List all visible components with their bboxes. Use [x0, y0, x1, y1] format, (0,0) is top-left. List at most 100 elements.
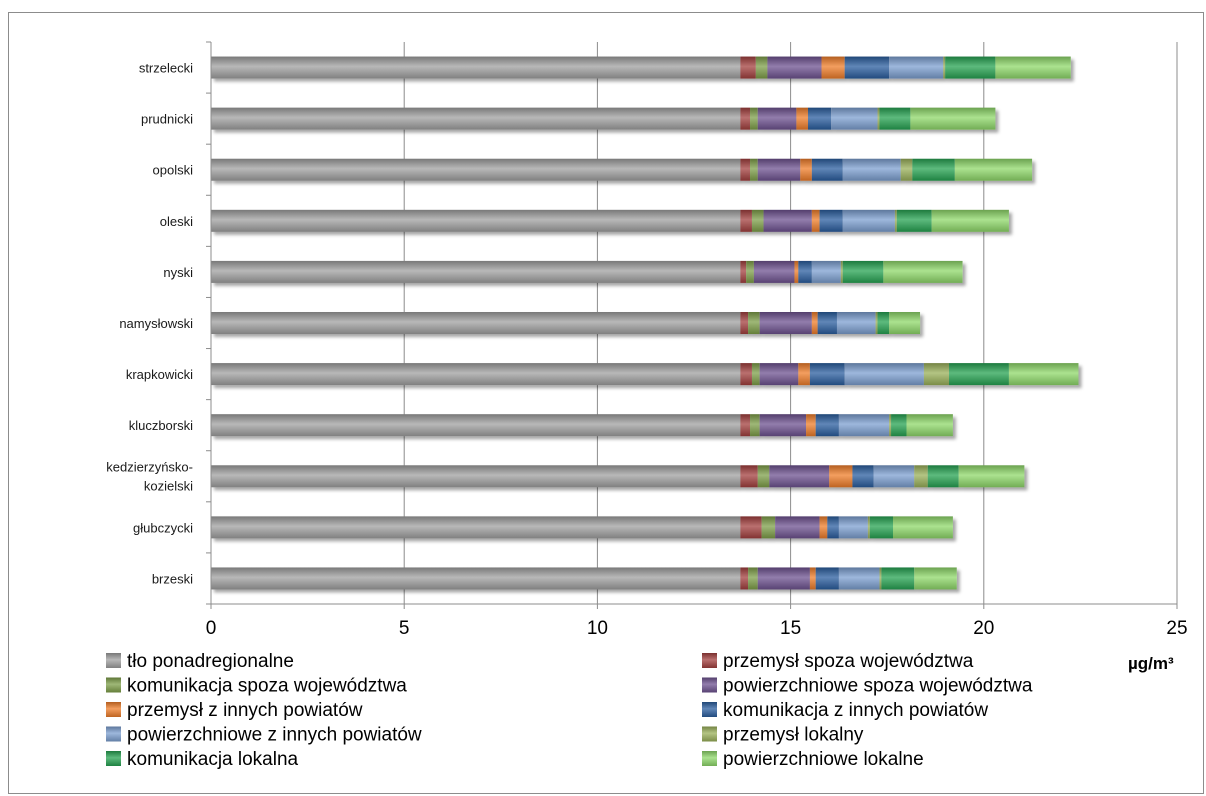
bar-oleski-powierzchniowe-spoza-wojewodztwa [763, 209, 812, 232]
bar-strzelecki-powierzchniowe-spoza-wojewodztwa [767, 56, 822, 79]
bar-opolski-przemysl-z-innych-powiatow [800, 158, 812, 181]
bar-opolski-powierzchniowe-spoza-wojewodztwa [757, 158, 801, 181]
bar-nyski-komunikacja-lokalna [842, 260, 884, 283]
legend-item-przemysl-lokalny: przemysł lokalny [702, 725, 864, 746]
legend-label: powierzchniowe lokalne [723, 749, 924, 770]
bar-kluczborski-komunikacja-z-innych-powiatow [815, 414, 839, 437]
bar-kluczborski-przemysl-z-innych-powiatow [806, 414, 816, 437]
bar-nyski-przemysl-spoza-wojewodztwa [740, 260, 747, 283]
legend-swatch [702, 702, 717, 717]
bar-opolski-komunikacja-spoza-wojewodztwa [750, 158, 758, 181]
bar-kedzierzynsko-kozielski-komunikacja-spoza-wojewodztwa [757, 465, 770, 488]
legend-label: powierzchniowe spoza województwa [723, 676, 1033, 697]
axes: 0 5 10 15 20 25 strzelecki prudnicki opolski oles… [106, 41, 1188, 639]
x-tick-label: 10 [587, 618, 608, 639]
bar-prudnicki-tlo-ponadregionalne [211, 107, 741, 130]
bar-kedzierzynsko-kozielski-przemysl-z-innych-powiatow [829, 465, 853, 488]
legend-item-powierzchniowe-spoza-wojewodztwa: powierzchniowe spoza województwa [702, 676, 1033, 697]
bar-strzelecki-powierzchniowe-lokalne [995, 56, 1071, 79]
bar-opolski-powierzchniowe-z-innych-powiatow [842, 158, 901, 181]
bar-brzeski-powierzchniowe-z-innych-powiatow [838, 567, 880, 590]
chart-frame [8, 12, 1204, 794]
bar-kedzierzynsko-kozielski-tlo-ponadregionalne [211, 465, 741, 488]
legend-swatch [702, 726, 717, 742]
bar-group-prudnicki [211, 107, 996, 130]
bar-nyski-powierzchniowe-lokalne [883, 260, 963, 283]
bar-kedzierzynsko-kozielski-powierzchniowe-lokalne [958, 465, 1025, 488]
bar-krapkowicki-przemysl-spoza-wojewodztwa [740, 363, 752, 386]
bar-oleski-przemysl-spoza-wojewodztwa [740, 209, 752, 232]
bar-nyski-powierzchniowe-z-innych-powiatow [811, 260, 841, 283]
bar-group-namyslowski [211, 312, 921, 334]
legend: tło ponadregionalne przemysł spoza wojewó… [106, 651, 1033, 770]
bar-kedzierzynsko-kozielski-powierzchniowe-z-innych-powiatow [873, 465, 915, 488]
bar-group-nyski [211, 260, 963, 283]
bar-brzeski-komunikacja-z-innych-powiatow [815, 567, 839, 590]
bar-brzeski-przemysl-spoza-wojewodztwa [740, 567, 749, 590]
bar-opolski-komunikacja-z-innych-powiatow [811, 158, 843, 181]
legend-label: powierzchniowe z innych powiatów [127, 725, 422, 746]
bar-strzelecki-komunikacja-lokalna [945, 56, 996, 79]
bar-prudnicki-powierzchniowe-z-innych-powiatow [831, 107, 878, 130]
legend-label: komunikacja z innych powiatów [723, 700, 988, 721]
bar-strzelecki-komunikacja-z-innych-powiatow [844, 56, 890, 79]
x-tick-label: 20 [973, 618, 994, 639]
bar-prudnicki-powierzchniowe-lokalne [910, 107, 996, 130]
bar-prudnicki-powierzchniowe-spoza-wojewodztwa [757, 107, 797, 130]
legend-swatch [106, 653, 121, 668]
bar-namyslowski-tlo-ponadregionalne [211, 312, 741, 334]
bar-brzeski-komunikacja-lokalna [881, 567, 915, 590]
category-label-brzeski: brzeski [152, 571, 193, 586]
legend-label: komunikacja lokalna [127, 749, 299, 770]
bar-group-strzelecki [211, 56, 1071, 79]
bar-oleski-powierzchniowe-lokalne [931, 209, 1009, 232]
bar-namyslowski-powierzchniowe-z-innych-powiatow [836, 312, 876, 334]
bar-namyslowski-komunikacja-z-innych-powiatow [817, 312, 837, 334]
bar-oleski-komunikacja-lokalna [896, 209, 932, 232]
bar-opolski-tlo-ponadregionalne [211, 158, 741, 181]
bar-prudnicki-komunikacja-lokalna [879, 107, 911, 130]
bar-strzelecki-przemysl-spoza-wojewodztwa [740, 56, 756, 79]
bar-oleski-przemysl-z-innych-powiatow [811, 209, 820, 232]
legend-swatch [702, 751, 717, 766]
bar-glubczycki-komunikacja-spoza-wojewodztwa [761, 516, 776, 539]
legend-item-przemysl-spoza-wojewodztwa: przemysł spoza województwa [702, 651, 974, 672]
bar-namyslowski-przemysl-lokalny [875, 312, 878, 334]
bar-opolski-powierzchniowe-lokalne [954, 158, 1033, 181]
bar-nyski-przemysl-lokalny [840, 260, 843, 283]
bar-nyski-komunikacja-z-innych-powiatow [798, 260, 812, 283]
legend-swatch [106, 726, 121, 742]
category-label-strzelecki: strzelecki [139, 61, 193, 76]
bar-kluczborski-tlo-ponadregionalne [211, 414, 741, 437]
bar-nyski-powierzchniowe-spoza-wojewodztwa [753, 260, 795, 283]
bar-krapkowicki-tlo-ponadregionalne [211, 363, 741, 386]
category-label-nyski: nyski [163, 265, 193, 280]
legend-item-komunikacja-z-innych-powiatow: komunikacja z innych powiatów [702, 700, 988, 721]
bar-group-kedzierzynsko-kozielski [211, 465, 1025, 488]
category-label-prudnicki: prudnicki [141, 112, 193, 127]
legend-label: przemysł z innych powiatów [127, 700, 363, 721]
bar-group-opolski [211, 158, 1033, 181]
bar-glubczycki-powierzchniowe-lokalne [892, 516, 953, 539]
legend-item-komunikacja-spoza-wojewodztwa: komunikacja spoza województwa [106, 676, 407, 697]
bar-oleski-komunikacja-z-innych-powiatow [819, 209, 843, 232]
bar-glubczycki-powierzchniowe-z-innych-powiatow [838, 516, 868, 539]
category-label-krapkowicki: krapkowicki [126, 367, 193, 382]
legend-label: tło ponadregionalne [127, 651, 294, 672]
bar-kedzierzynsko-kozielski-komunikacja-lokalna [927, 465, 959, 488]
bar-nyski-przemysl-z-innych-powiatow [794, 260, 799, 283]
bar-krapkowicki-przemysl-z-innych-powiatow [798, 363, 810, 386]
bar-strzelecki-powierzchniowe-z-innych-powiatow [889, 56, 944, 79]
bar-namyslowski-komunikacja-lokalna [877, 312, 890, 334]
legend-swatch [702, 677, 717, 693]
x-tick-label: 5 [399, 618, 410, 639]
bar-opolski-przemysl-lokalny [900, 158, 913, 181]
bar-strzelecki-komunikacja-spoza-wojewodztwa [755, 56, 768, 79]
legend-item-przemysl-z-innych-powiatow: przemysł z innych powiatów [106, 700, 363, 721]
bar-glubczycki-powierzchniowe-spoza-wojewodztwa [775, 516, 820, 539]
bar-kedzierzynsko-kozielski-przemysl-lokalny [914, 465, 928, 488]
category-label-kluczborski: kluczborski [129, 418, 193, 433]
bar-krapkowicki-przemysl-lokalny [923, 363, 950, 386]
bar-krapkowicki-komunikacja-spoza-wojewodztwa [751, 363, 760, 386]
